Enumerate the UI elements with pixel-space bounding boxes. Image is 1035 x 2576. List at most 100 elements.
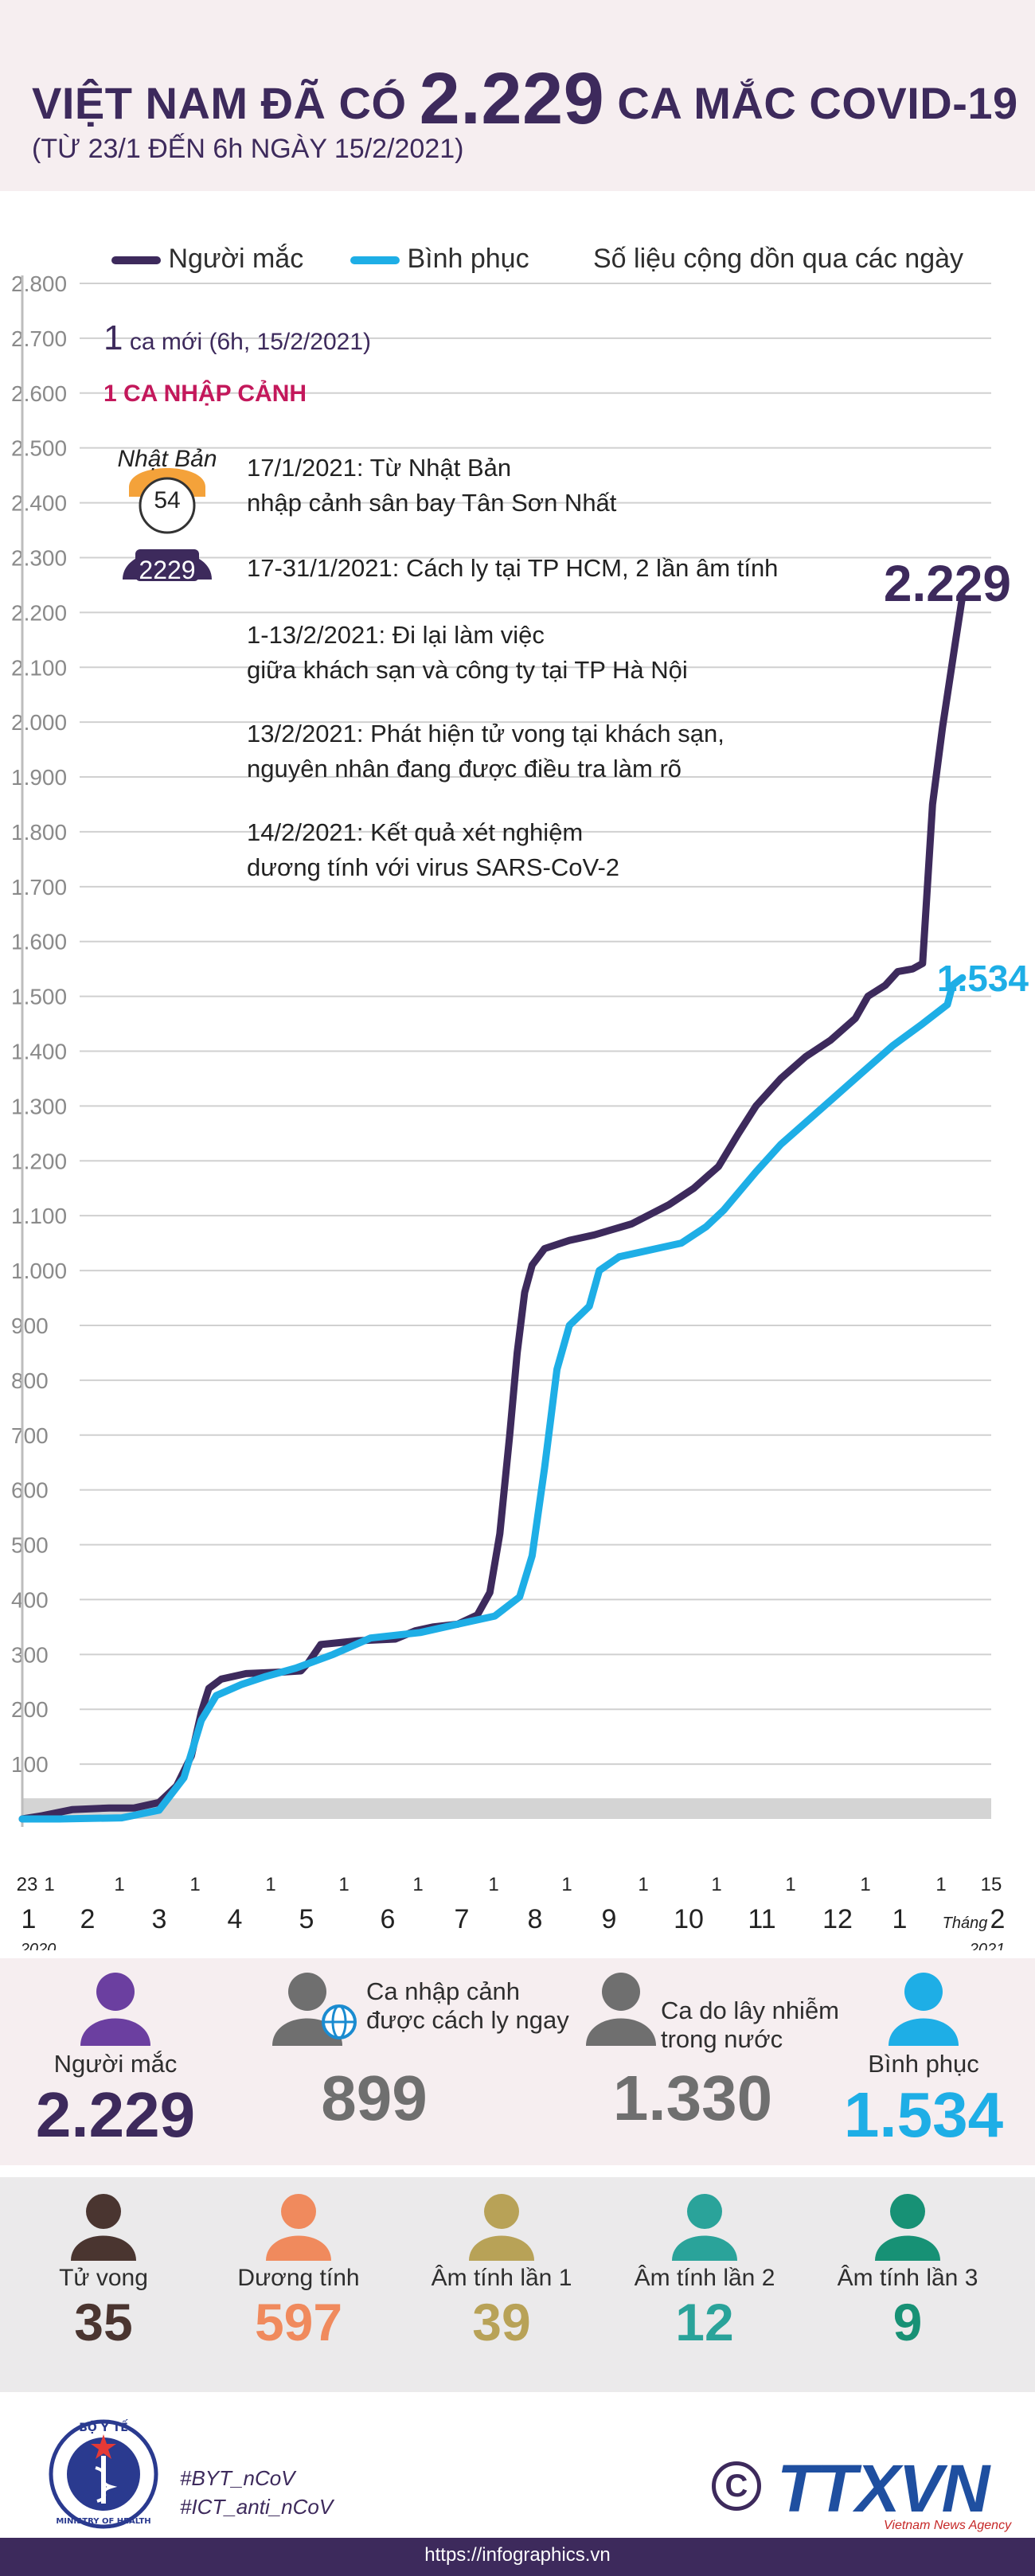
day-tick-label: 1 xyxy=(935,1874,946,1895)
hashtag-byt: #BYT_nCoV xyxy=(180,2466,295,2490)
day-tick-label: 1 xyxy=(638,1874,648,1895)
timeline-line: nguyên nhân đang được điều tra làm rõ xyxy=(247,755,682,783)
status-value: 9 xyxy=(892,2293,923,2352)
ministry-logo: BỘ Y TẾ MINISTRY OF HEALTH xyxy=(40,2412,167,2531)
timeline-line: nhập cảnh sân bay Tân Sơn Nhất xyxy=(247,489,617,517)
y-tick-label: 100 xyxy=(11,1752,49,1777)
y-tick-label: 1.600 xyxy=(11,930,67,954)
import-case-title: 1 CA NHẬP CẢNH xyxy=(104,381,307,407)
person-icon xyxy=(469,2194,534,2261)
status-label: Dương tính xyxy=(237,2265,360,2291)
timeline-item: 17/1/2021: Từ Nhật Bản nhập cảnh sân bay… xyxy=(247,451,616,521)
legend-cases-label: Người mắc xyxy=(168,244,304,274)
hashtag-ict: #ICT_anti_nCoV xyxy=(180,2495,334,2519)
summary-label: Người mắc xyxy=(53,2050,178,2078)
y-tick-label: 500 xyxy=(11,1533,49,1558)
person-icon xyxy=(266,2194,331,2261)
day-tick-label: 1 xyxy=(265,1874,275,1895)
y-tick-label: 400 xyxy=(11,1587,49,1612)
patient-figure xyxy=(111,446,223,597)
series-line-recovered xyxy=(18,974,967,1823)
website-link[interactable]: https://infographics.vn xyxy=(424,2544,611,2566)
month-label: 10 xyxy=(674,1904,704,1934)
day-tick-label: 1 xyxy=(412,1874,423,1895)
legend-cases-swatch xyxy=(111,256,161,265)
page-subtitle: (TỪ 23/1 ĐẾN 6h NGÀY 15/2/2021) xyxy=(32,134,464,164)
legend-cases: Người mắc xyxy=(111,244,303,275)
summary-band xyxy=(0,1958,1035,2165)
month-label: 2 xyxy=(80,1904,96,1934)
status-negative-2: Âm tính lần 2 12 xyxy=(609,2189,800,2352)
month-label: 1 xyxy=(892,1904,908,1934)
summary-imported: Ca nhập cảnh được cách ly ngay 899 xyxy=(263,1966,569,2135)
status-label: Âm tính lần 2 xyxy=(634,2265,775,2291)
month-label: 3 xyxy=(152,1904,167,1934)
summary-value: 2.229 xyxy=(35,2079,196,2150)
status-label: Tử vong xyxy=(59,2265,148,2291)
person-icon xyxy=(889,1973,959,2046)
summary-label: Ca nhập cảnh được cách ly ngay xyxy=(366,1977,569,2035)
y-tick-label: 1.300 xyxy=(11,1094,67,1118)
summary-label: Bình phục xyxy=(868,2050,979,2078)
summary-cases: Người mắc 2.229 xyxy=(16,1966,215,2152)
header-band xyxy=(0,0,1035,191)
y-tick-label: 2.000 xyxy=(11,710,67,735)
timeline-line: 14/2/2021: Kết quả xét nghiệm xyxy=(247,818,584,846)
new-cases-text: ca mới (6h, 15/2/2021) xyxy=(129,329,371,355)
patient-id: 2229 xyxy=(139,556,196,584)
day-tick-label: 1 xyxy=(860,1874,870,1895)
timeline-line: giữa khách sạn và công ty tại TP Hà Nội xyxy=(247,656,688,684)
summary-label-line: Ca nhập cảnh xyxy=(366,1977,521,2005)
month-label: 2 xyxy=(990,1904,1006,1934)
end-label-cases: 2.229 xyxy=(884,555,1011,612)
timeline-item: 1-13/2/2021: Đi lại làm việc giữa khách … xyxy=(247,618,688,688)
summary-label: Ca do lây nhiễm trong nước xyxy=(661,1996,839,2054)
new-cases-note: 1 ca mới (6h, 15/2/2021) xyxy=(104,318,371,358)
cumulative-cases-chart: 2.800 2.700 2.600 2.500 2.400 2.300 2.200 2.100… xyxy=(11,271,1029,1950)
svg-text:MINISTRY OF HEALTH: MINISTRY OF HEALTH xyxy=(56,2517,150,2526)
timeline-line: dương tính với virus SARS-CoV-2 xyxy=(247,853,620,881)
y-tick-label: 2.100 xyxy=(11,655,67,680)
status-value: 597 xyxy=(254,2293,343,2352)
summary-recovered: Bình phục 1.534 xyxy=(820,1966,1027,2152)
y-tick-label: 2.400 xyxy=(11,491,67,516)
status-positive: Dương tính 597 xyxy=(203,2189,394,2352)
y-tick-label: 700 xyxy=(11,1423,49,1448)
svg-text:BỘ Y TẾ: BỘ Y TẾ xyxy=(79,2419,128,2434)
summary-label-line: trong nước xyxy=(661,2025,783,2053)
title-suffix: CA MẮC COVID-19 xyxy=(617,78,1018,128)
status-value: 12 xyxy=(675,2293,734,2352)
y-tick-label: 2.500 xyxy=(11,436,67,461)
timeline-line: 13/2/2021: Phát hiện tử vong tại khách s… xyxy=(247,720,724,747)
status-negative-3: Âm tính lần 3 9 xyxy=(812,2189,1003,2352)
copyright-icon: C xyxy=(712,2461,761,2511)
status-deaths: Tử vong 35 xyxy=(8,2189,199,2352)
year-label-start: 2020 xyxy=(20,1941,57,1950)
month-label: 8 xyxy=(528,1904,543,1934)
page-title: VIỆT NAM ĐÃ CÓ 2.229 CA MẮC COVID-19 xyxy=(32,57,1018,141)
agency-logo: TTXVN xyxy=(777,2451,990,2526)
month-label: 11 xyxy=(748,1904,775,1934)
legend-recovered-label: Bình phục xyxy=(407,244,529,274)
day-tick-label: 1 xyxy=(44,1874,54,1895)
person-icon xyxy=(586,1973,656,2046)
summary-value: 1.330 xyxy=(612,2063,773,2133)
baseline-band xyxy=(22,1798,991,1819)
legend-note: Số liệu cộng dồn qua các ngày xyxy=(593,244,964,274)
person-globe-icon xyxy=(272,1973,357,2046)
y-tick-label: 1.700 xyxy=(11,875,67,900)
year-label-end: 2021 xyxy=(969,1941,1006,1950)
footer-bar xyxy=(0,2538,1035,2576)
person-icon xyxy=(80,1973,150,2046)
timeline-item: 17-31/1/2021: Cách ly tại TP HCM, 2 lần … xyxy=(247,551,778,586)
y-tick-label: 300 xyxy=(11,1642,49,1667)
summary-label-line: Ca do lây nhiễm xyxy=(661,1996,840,2024)
status-label: Âm tính lần 1 xyxy=(431,2265,572,2291)
person-icon xyxy=(672,2194,737,2261)
month-label: 5 xyxy=(299,1904,314,1934)
summary-value: 899 xyxy=(321,2063,428,2133)
y-tick-label: 1.200 xyxy=(11,1149,67,1173)
timeline-line: 1-13/2/2021: Đi lại làm việc xyxy=(247,621,545,649)
patient-country: Nhật Bản xyxy=(117,446,217,472)
month-label: 7 xyxy=(455,1904,470,1934)
